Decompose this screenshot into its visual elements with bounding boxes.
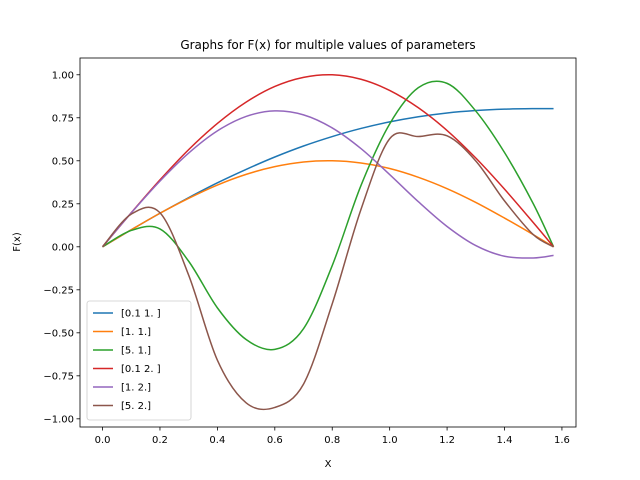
x-tick-label: 0.6 bbox=[267, 435, 283, 446]
y-tick-label: 0.00 bbox=[52, 242, 74, 253]
series-line-5 bbox=[101, 110, 554, 259]
series-line-3 bbox=[102, 80, 555, 351]
y-tick-label: 0.25 bbox=[52, 199, 74, 210]
x-tick-label: 0.4 bbox=[209, 435, 225, 446]
series-line-2 bbox=[102, 160, 554, 248]
x-axis: 0.0 0.2 0.4 0.6 0.8 1.0 1.2 1.4 1.6 bbox=[95, 427, 570, 446]
plot-frame bbox=[79, 57, 577, 428]
x-tick-label: 0.8 bbox=[324, 435, 340, 446]
legend-label-2: [1. 1.] bbox=[121, 327, 151, 338]
x-tick-label: 0.2 bbox=[152, 435, 168, 446]
series-line-6 bbox=[101, 132, 554, 411]
y-axis-title: F(x) bbox=[12, 232, 23, 252]
legend-label-4: [0.1 2. ] bbox=[121, 364, 161, 375]
legend: [0.1 1. ] [1. 1.] [5. 1.] [0.1 2. ] [1. 2.] [… bbox=[86, 300, 192, 421]
legend-label-1: [0.1 1. ] bbox=[121, 309, 161, 320]
series-line-4 bbox=[101, 73, 555, 248]
y-axis: −1.00 −0.75 −0.50 −0.25 0.00 0.25 0.50 0.75 1.00 bbox=[43, 70, 80, 425]
legend-label-3: [5. 1.] bbox=[121, 346, 151, 357]
x-tick-label: 1.6 bbox=[554, 435, 570, 446]
legend-label-5: [1. 2.] bbox=[121, 383, 151, 394]
x-tick-label: 0.0 bbox=[95, 435, 111, 446]
x-tick-label: 1.0 bbox=[382, 435, 398, 446]
y-tick-label: −0.25 bbox=[43, 285, 74, 296]
y-tick-label: −1.00 bbox=[43, 414, 74, 425]
series-layer bbox=[101, 73, 555, 411]
x-tick-label: 1.2 bbox=[439, 435, 455, 446]
chart-title: Graphs for F(x) for multiple values of p… bbox=[180, 38, 475, 52]
x-tick-label: 1.4 bbox=[497, 435, 513, 446]
y-tick-label: −0.75 bbox=[43, 371, 74, 382]
y-tick-label: 1.00 bbox=[52, 70, 74, 81]
y-tick-label: −0.50 bbox=[43, 328, 74, 339]
legend-label-6: [5. 2.] bbox=[121, 401, 151, 412]
y-tick-label: 0.50 bbox=[52, 156, 74, 167]
y-tick-label: 0.75 bbox=[52, 113, 74, 124]
x-axis-title: X bbox=[325, 459, 332, 470]
